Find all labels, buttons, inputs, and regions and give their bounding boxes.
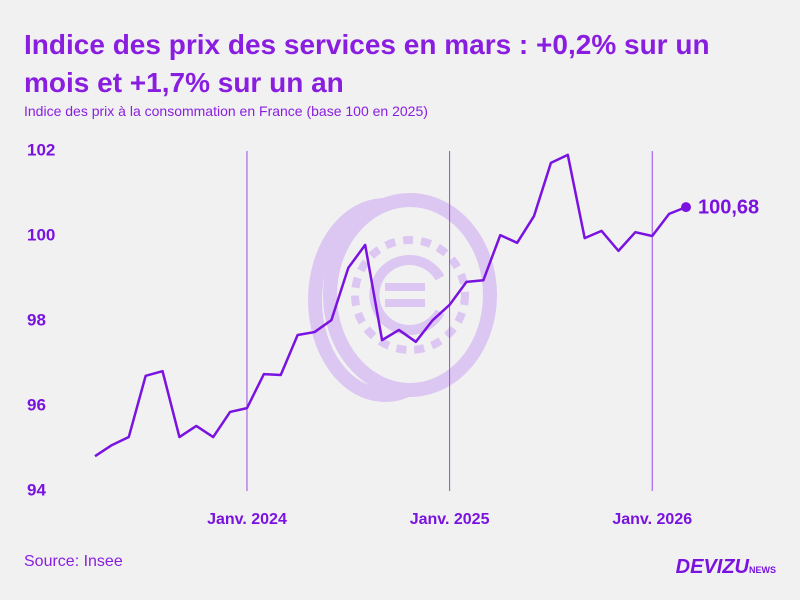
y-tick-label: 98: [27, 310, 46, 329]
y-tick-label: 102: [27, 140, 55, 159]
chart-title: Indice des prix des services en mars : +…: [24, 29, 710, 98]
value-label: 100,68: [698, 196, 759, 218]
logo-brand: DEVIZU: [675, 556, 749, 578]
coin-watermark: [308, 193, 497, 402]
logo-suffix: NEWS: [749, 565, 776, 575]
point: [681, 202, 691, 213]
x-tick-label: Janv. 2024: [207, 511, 287, 528]
y-tick-label: 94: [27, 480, 46, 499]
line: [94, 153, 687, 458]
y-tick-label: 96: [27, 395, 46, 414]
x-tick-label: Janv. 2025: [410, 511, 490, 528]
y-tick-label: 100: [27, 225, 55, 244]
logo: DEVIZUNEWS: [676, 556, 776, 579]
chart-subtitle: Indice des prix à la consommation en Fra…: [24, 103, 428, 119]
x-tick-label: Janv. 2026: [612, 511, 692, 528]
source: Source: Insee: [24, 553, 123, 570]
